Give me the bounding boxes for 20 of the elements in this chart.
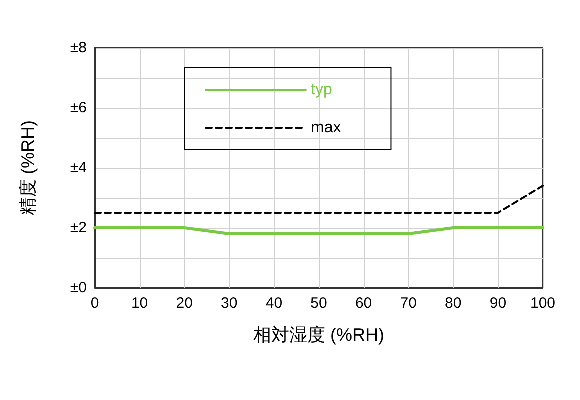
text: typ: [311, 82, 332, 98]
x-tick-label: 80: [445, 295, 462, 312]
y-tick-label: ±8: [70, 40, 87, 56]
y-tick-label: ±0: [70, 280, 87, 296]
x-tick-label: 70: [400, 295, 417, 312]
x-tick-label: 0: [90, 295, 100, 312]
x-axis-title: 相対湿度 (%RH): [254, 325, 384, 345]
x-tick-label: 40: [266, 295, 283, 312]
x-tick-label: 90: [490, 295, 507, 312]
y-tick-label: ±4: [70, 160, 87, 176]
x-tick-label: 50: [310, 295, 328, 312]
y-axis-title: 精度 (%RH): [18, 120, 38, 216]
x-tick-label: 20: [176, 295, 193, 312]
x-tick-label: 60: [355, 295, 372, 312]
y-tick-label: ±6: [70, 100, 87, 116]
x-tick-label: 10: [131, 295, 148, 312]
text: max: [311, 120, 342, 136]
x-tick-label: 100: [530, 295, 556, 312]
y-tick-label: ±2: [70, 220, 87, 236]
x-tick-label: 30: [221, 295, 238, 312]
